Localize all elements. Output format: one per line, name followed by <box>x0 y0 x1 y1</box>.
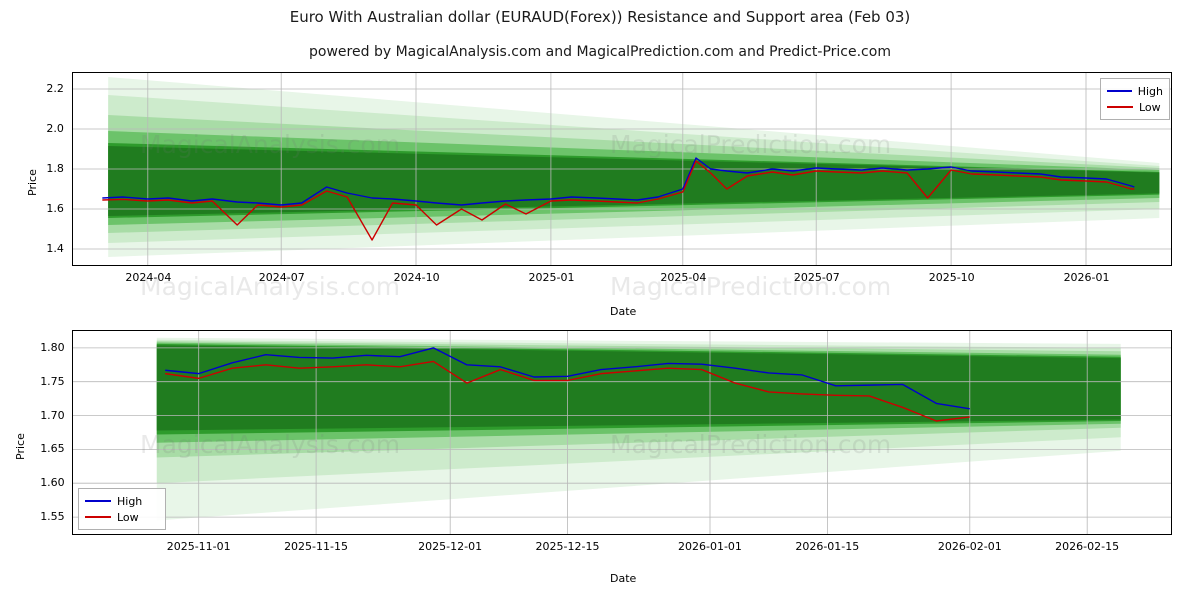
y-axis-label-top: Price <box>26 169 39 196</box>
legend-line-low <box>85 516 111 518</box>
y-tick: 1.75 <box>40 374 65 388</box>
legend-row-high: High <box>1107 83 1163 99</box>
page-title: Euro With Australian dollar (EURAUD(Fore… <box>289 8 911 26</box>
y-tick: 1.6 <box>46 202 64 215</box>
x-tick: 2026-02-01 <box>937 540 1002 553</box>
y-tick: 1.70 <box>40 408 65 422</box>
page-subtitle: powered by MagicalAnalysis.com and Magic… <box>309 44 891 60</box>
y-axis-label-bottom: Price <box>14 433 27 460</box>
legend-label-high: High <box>1137 84 1163 98</box>
x-tick: 2026-02-15 <box>1055 540 1120 553</box>
legend-line-low <box>1107 106 1133 108</box>
legend-label-low: Low <box>117 510 139 524</box>
legend-row-low: Low <box>85 509 159 525</box>
legend-row-low: Low <box>1107 99 1163 115</box>
x-tick: 2025-12-01 <box>418 540 483 553</box>
x-tick: 2025-01 <box>528 271 575 284</box>
historical-chart-panel <box>72 72 1172 266</box>
legend-bottom: High Low <box>78 488 166 530</box>
x-tick: 2026-01-01 <box>678 540 742 553</box>
x-tick: 2025-07 <box>793 271 840 284</box>
legend-row-high: High <box>85 493 159 509</box>
y-tick: 1.80 <box>40 340 65 354</box>
x-tick: 2025-04 <box>660 271 707 284</box>
watermark-4: MagicalPrediction.com <box>610 272 892 301</box>
x-tick: 2026-01 <box>1063 271 1110 284</box>
y-tick: 1.60 <box>40 476 65 490</box>
historical-plot-area <box>73 73 1171 265</box>
y-tick: 2.0 <box>46 122 64 135</box>
legend-label-low: Low <box>1139 100 1161 114</box>
x-tick: 2025-11-15 <box>284 540 348 553</box>
legend-line-high <box>1107 90 1132 92</box>
x-tick: 2025-12-15 <box>535 540 600 553</box>
legend-label-high: High <box>117 494 143 508</box>
legend-line-high <box>85 500 111 502</box>
x-tick: 2026-01-15 <box>795 540 860 553</box>
x-tick: 2024-07 <box>258 271 305 284</box>
x-tick: 2025-10 <box>928 271 975 284</box>
forecast-chart-panel <box>72 330 1172 535</box>
forecast-plot-area <box>73 331 1171 534</box>
y-tick: 1.55 <box>40 510 65 524</box>
x-tick: 2025-11-01 <box>166 540 231 553</box>
legend-top: High Low <box>1100 78 1170 120</box>
y-tick: 1.8 <box>46 162 64 175</box>
x-axis-label-bottom: Date <box>610 572 637 585</box>
x-axis-label-top: Date <box>610 305 637 318</box>
x-tick: 2024-10 <box>393 271 440 284</box>
y-tick: 2.2 <box>46 82 64 95</box>
y-tick: 1.4 <box>46 242 64 255</box>
x-tick: 2024-04 <box>125 271 172 284</box>
y-tick: 1.65 <box>40 442 65 456</box>
